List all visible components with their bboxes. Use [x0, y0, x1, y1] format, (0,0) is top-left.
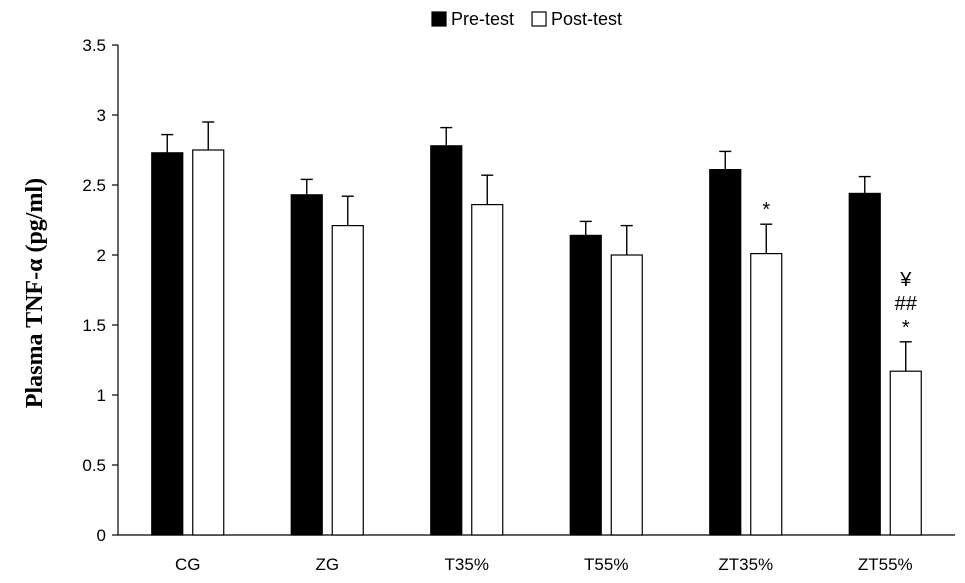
post-test-bar	[889, 370, 922, 536]
y-tick-label: 1	[97, 386, 106, 405]
significance-marker: ¥	[899, 269, 912, 291]
x-axis: CG ZG T35% T55% ZT35% ZT55%	[118, 534, 955, 574]
x-tick-label: T55%	[584, 555, 628, 574]
pre-test-bar	[848, 192, 881, 536]
y-tick-label: 2.5	[82, 176, 106, 195]
y-tick-label: 0	[97, 526, 106, 545]
significance-marker: *	[762, 199, 770, 221]
legend-label: Post-test	[551, 9, 622, 29]
post-test-bar	[192, 149, 225, 536]
x-tick-label: CG	[175, 555, 201, 574]
pre-test-bar	[151, 152, 184, 536]
post-test-bar	[471, 204, 504, 536]
x-tick-label: ZT55%	[858, 555, 913, 574]
legend-label: Pre-test	[451, 9, 514, 29]
y-axis: 0 0.5 1 1.5 2 2.5 3 3.5	[82, 36, 119, 545]
y-tick-label: 2	[97, 246, 106, 265]
x-tick-label: T35%	[445, 555, 489, 574]
y-tick-label: 1.5	[82, 316, 106, 335]
y-tick-label: 3.5	[82, 36, 106, 55]
legend-swatch	[531, 11, 547, 27]
y-axis-label: Plasma TNF-α (pg/ml)	[22, 178, 48, 408]
pre-test-bar	[569, 234, 602, 536]
y-tick-label: 3	[97, 106, 106, 125]
bars	[151, 121, 922, 536]
post-test-bar	[331, 225, 364, 536]
x-tick-label: ZG	[315, 555, 339, 574]
significance-marker: *	[902, 317, 910, 339]
post-test-bar	[610, 254, 643, 536]
legend: Pre-test Post-test	[431, 9, 622, 29]
x-tick-label: ZT35%	[718, 555, 773, 574]
annotations: *¥##*	[762, 199, 917, 339]
pre-test-bar	[709, 169, 742, 536]
y-tick-label: 0.5	[82, 456, 106, 475]
significance-marker: ##	[895, 293, 918, 315]
pre-test-bar	[290, 194, 323, 536]
legend-swatch	[431, 11, 447, 27]
pre-test-bar	[430, 145, 463, 536]
post-test-bar	[750, 253, 783, 536]
